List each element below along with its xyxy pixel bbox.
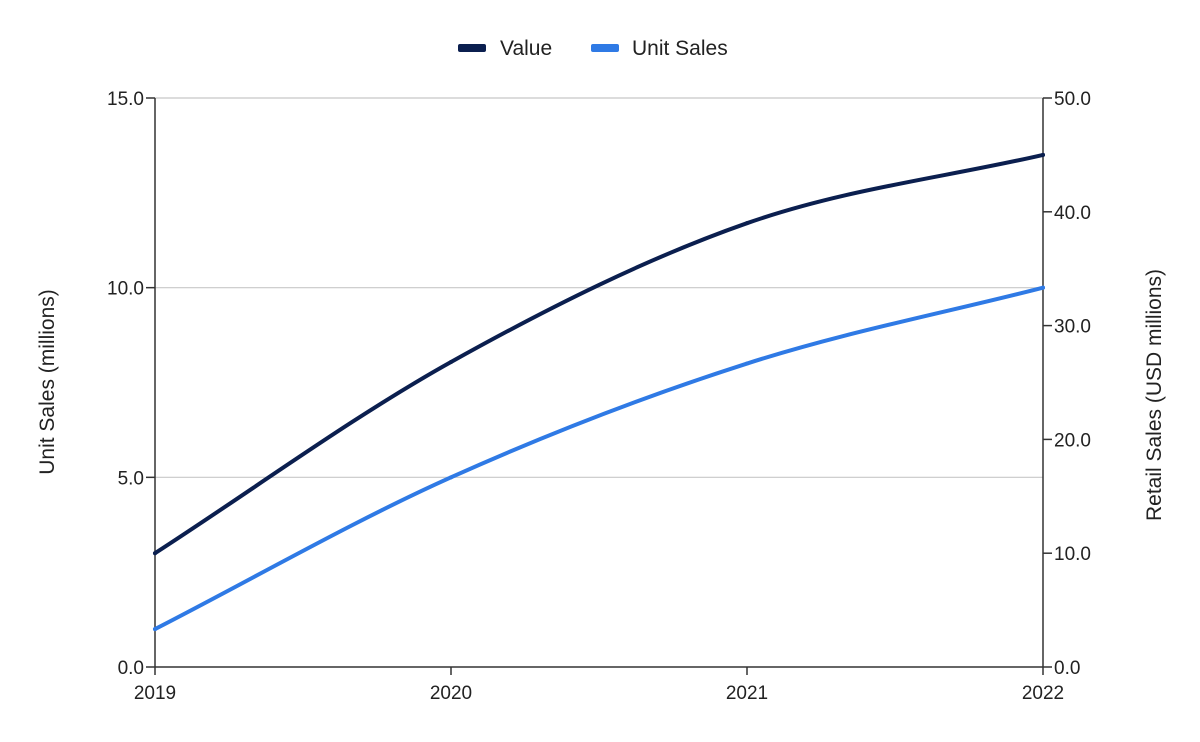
- data-point-value: [153, 551, 157, 556]
- x-tick-label: 2019: [134, 683, 176, 704]
- right-tick-label: 50.0: [1054, 89, 1091, 110]
- legend-swatch-unit-sales: [591, 44, 619, 52]
- left-tick-label: 15.0: [107, 89, 144, 110]
- data-point-unit-sales: [153, 627, 157, 632]
- data-point-value: [745, 221, 749, 226]
- legend: Value Unit Sales: [458, 37, 728, 60]
- left-tick-label: 0.0: [118, 658, 144, 679]
- series-line-value: [153, 152, 1045, 556]
- right-tick-label: 0.0: [1054, 658, 1080, 679]
- left-axis-title: Unit Sales (millions): [36, 289, 59, 475]
- data-point-value: [449, 360, 453, 365]
- legend-label-unit-sales: Unit Sales: [632, 37, 728, 60]
- right-axis-title: Retail Sales (USD millions): [1143, 269, 1166, 521]
- grid-lines: [155, 97, 1043, 668]
- x-tick-label: 2022: [1022, 683, 1064, 704]
- axes: [154, 98, 1044, 667]
- right-axis-ticks: 0.0 10.0 20.0 30.0 40.0 50.0: [1043, 89, 1091, 679]
- x-tick-label: 2020: [430, 683, 472, 704]
- left-tick-label: 10.0: [107, 279, 144, 300]
- right-tick-label: 30.0: [1054, 317, 1091, 338]
- data-point-unit-sales: [449, 475, 453, 480]
- data-point-unit-sales: [1041, 285, 1045, 290]
- left-tick-label: 5.0: [118, 468, 144, 489]
- series-line-unit-sales: [153, 285, 1045, 632]
- data-point-unit-sales: [745, 361, 749, 366]
- legend-swatch-value: [458, 44, 486, 52]
- series-lines: [153, 152, 1045, 632]
- right-tick-label: 40.0: [1054, 203, 1091, 224]
- right-tick-label: 20.0: [1054, 430, 1091, 451]
- x-tick-label: 2021: [726, 683, 768, 704]
- x-axis-ticks: 2019 2020 2021 2022: [134, 667, 1064, 704]
- legend-label-value: Value: [500, 37, 552, 60]
- left-axis-ticks: 0.0 5.0 10.0 15.0: [107, 89, 155, 679]
- data-point-value: [1041, 152, 1045, 157]
- right-tick-label: 10.0: [1054, 544, 1091, 565]
